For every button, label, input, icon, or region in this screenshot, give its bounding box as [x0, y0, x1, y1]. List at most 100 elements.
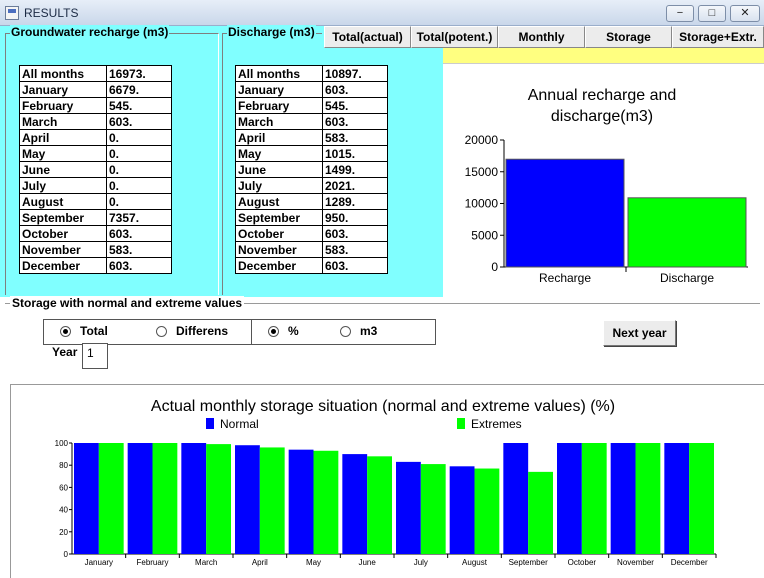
legend-swatch [457, 418, 465, 429]
radio-m3-circle[interactable] [340, 325, 351, 337]
recharge-row: April 0. [19, 129, 172, 146]
tab-total-actual[interactable]: Total(actual) [324, 26, 411, 48]
monthly-bar [635, 443, 661, 554]
discharge-month: November [235, 241, 323, 258]
tab-storage-extr[interactable]: Storage+Extr. [672, 26, 764, 48]
monthly-chart-title: Actual monthly storage situation (normal… [151, 398, 615, 415]
monthly-bar [528, 471, 553, 554]
recharge-label: Groundwater recharge (m3) [10, 25, 170, 39]
monthly-bar [152, 443, 178, 554]
discharge-row: November 583. [235, 241, 388, 258]
discharge-row: All months 10897. [235, 65, 388, 82]
recharge-row: January 6679. [19, 81, 172, 98]
discharge-value: 10897. [322, 65, 388, 82]
discharge-value: 583. [322, 241, 388, 258]
monthly-y-tick-label: 80 [59, 461, 68, 470]
monthly-bar [610, 443, 636, 554]
year-input[interactable]: 1 [82, 343, 108, 369]
recharge-month: December [19, 257, 107, 274]
recharge-row: October 603. [19, 225, 172, 242]
recharge-month: June [19, 161, 107, 178]
recharge-row: June 0. [19, 161, 172, 178]
monthly-bar [396, 461, 421, 554]
monthly-x-label: April [252, 558, 268, 567]
options-separator [251, 320, 252, 344]
monthly-bar [503, 443, 529, 554]
radio-percent-label: % [288, 324, 299, 338]
annual-chart-title: Annual recharge and [528, 87, 677, 104]
recharge-month: August [19, 193, 107, 210]
monthly-x-label: August [462, 558, 488, 567]
app-icon [5, 6, 19, 20]
discharge-row: August 1289. [235, 193, 388, 210]
recharge-value: 0. [106, 177, 172, 194]
discharge-row: May 1015. [235, 145, 388, 162]
monthly-x-label: November [617, 558, 654, 567]
discharge-month: December [235, 257, 323, 274]
radio-percent-circle[interactable] [268, 325, 279, 337]
maximize-button[interactable]: □ [698, 5, 726, 22]
radio-total-circle[interactable] [60, 325, 71, 337]
recharge-month: November [19, 241, 107, 258]
recharge-row: September 7357. [19, 209, 172, 226]
recharge-value: 0. [106, 145, 172, 162]
storage-group [5, 303, 760, 304]
recharge-value: 545. [106, 97, 172, 114]
tab-storage[interactable]: Storage [585, 26, 672, 48]
discharge-month: August [235, 193, 323, 210]
monthly-x-label: December [671, 558, 708, 567]
discharge-month: July [235, 177, 323, 194]
tab-monthly[interactable]: Monthly [498, 26, 585, 48]
recharge-table: All months 16973. January 6679. February 545.… [19, 65, 172, 274]
tab-total-potent[interactable]: Total(potent.) [411, 26, 498, 48]
discharge-month: March [235, 113, 323, 130]
radio-total[interactable]: Total [60, 324, 108, 338]
recharge-value: 0. [106, 161, 172, 178]
recharge-month: March [19, 113, 107, 130]
monthly-y-tick-label: 100 [55, 439, 69, 448]
discharge-value: 1015. [322, 145, 388, 162]
monthly-y-tick-label: 20 [59, 528, 68, 537]
monthly-y-tick-label: 0 [64, 550, 69, 559]
radio-differens[interactable]: Differens [156, 324, 228, 338]
discharge-row: July 2021. [235, 177, 388, 194]
monthly-bar [313, 450, 339, 554]
monthly-bar [98, 443, 124, 554]
monthly-bar [689, 443, 714, 554]
minimize-button[interactable]: − [666, 5, 694, 22]
discharge-month: October [235, 225, 323, 242]
monthly-storage-chart: Actual monthly storage situation (normal… [10, 384, 764, 578]
storage-label: Storage with normal and extreme values [10, 296, 245, 310]
next-year-button[interactable]: Next year [603, 320, 676, 346]
discharge-row: February 545. [235, 97, 388, 114]
monthly-bar [288, 449, 314, 554]
legend-label: Normal [220, 417, 259, 431]
yellow-bar [443, 48, 764, 64]
annual-chart: Annual recharge and discharge(m3) 0 5000 100… [465, 87, 748, 285]
monthly-bar [420, 464, 446, 554]
recharge-row: December 603. [19, 257, 172, 274]
storage-options: Total Differens % m3 [43, 319, 436, 345]
discharge-month: May [235, 145, 323, 162]
close-button[interactable]: ✕ [730, 5, 760, 22]
recharge-row: All months 16973. [19, 65, 172, 82]
monthly-bar [259, 447, 285, 554]
annual-bar [505, 158, 625, 268]
recharge-month: January [19, 81, 107, 98]
title-bar: RESULTS − □ ✕ [0, 0, 764, 26]
monthly-bar [342, 454, 368, 554]
recharge-row: February 545. [19, 97, 172, 114]
monthly-y-tick-label: 40 [59, 506, 68, 515]
monthly-x-label: January [85, 558, 113, 567]
monthly-bar [664, 443, 690, 554]
discharge-row: June 1499. [235, 161, 388, 178]
radio-percent[interactable]: % [268, 324, 299, 338]
recharge-value: 603. [106, 113, 172, 130]
discharge-value: 603. [322, 225, 388, 242]
legend-swatch [206, 418, 214, 429]
recharge-row: March 603. [19, 113, 172, 130]
monthly-bar [449, 466, 475, 554]
radio-m3[interactable]: m3 [340, 324, 377, 338]
radio-differens-circle[interactable] [156, 325, 167, 337]
recharge-row: July 0. [19, 177, 172, 194]
